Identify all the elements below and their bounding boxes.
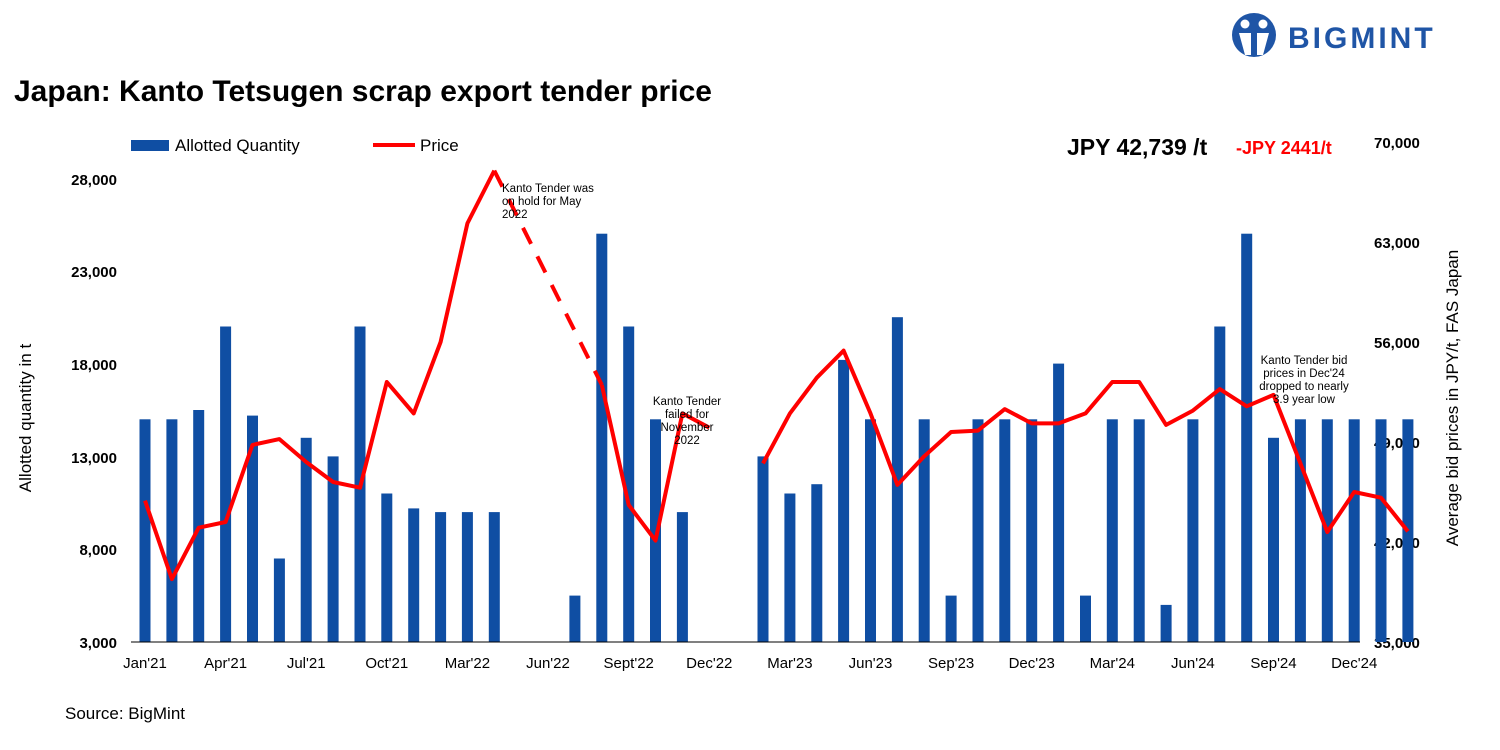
annotations: Kanto Tender was on hold for May 2022 Kanto… [502,183,1349,447]
bar-May'21 [247,415,258,642]
bar-Jun'23 [918,419,930,642]
bar-Aug'21 [327,456,339,642]
left-tick-8000: 8,000 [79,542,117,559]
bar-Nov'24 [1375,419,1387,642]
bar-Jun'22 [596,233,608,642]
legend-swatch-quantity [131,140,169,151]
bar-Dec'21 [435,512,447,642]
bar-Jan'21 [139,419,151,642]
left-tick-13000: 13,000 [71,450,117,467]
x-tick-label: Dec'22 [686,655,732,672]
x-tick-label: Apr'21 [204,655,247,672]
right-tick-70000: 70,000 [1374,135,1420,152]
bar-Jun'24 [1241,233,1253,642]
bar-Jun'21 [273,558,285,642]
x-tick-label: Sept'22 [603,655,653,672]
left-tick-23000: 23,000 [71,264,117,281]
x-tick-label: Oct'21 [365,655,408,672]
bar-Jan'24 [1106,419,1118,642]
x-tick-label: Dec'24 [1331,655,1377,672]
bar-Jan'22 [461,512,473,642]
bar-Feb'23 [811,484,823,642]
chart-title: Japan: Kanto Tetsugen scrap export tende… [14,75,712,108]
bar-Oct'24 [1348,419,1360,642]
bar-Apr'21 [220,326,232,642]
legend: Allotted Quantity Price [131,136,459,155]
x-tick-label: Sep'24 [1250,655,1296,672]
x-tick-label: Dec'23 [1009,655,1055,672]
logo-text: BIGMINT [1288,22,1436,55]
x-axis: Jan'21 Apr'21 Jul'21 Oct'21 Mar'22 Jun'22 Sept… [123,655,1377,672]
bar-Feb'22 [488,512,500,642]
bar-Apr'23 [865,419,876,642]
bar-Feb'21 [166,419,178,642]
bigmint-logo-icon [1232,13,1276,57]
x-tick-label: Mar'23 [767,655,812,672]
x-tick-label: Jun'24 [1171,655,1215,672]
bar-Sep'23 [999,419,1011,642]
price-line-segment [143,169,497,582]
bar-Nov'21 [408,508,420,642]
bar-Mar'23 [838,359,850,642]
x-tick-label: Mar'24 [1090,655,1135,672]
annotation-2: Kanto Tender failed for November 2022 [653,396,721,447]
annotation-1: Kanto Tender was on hold for May 2022 [502,183,594,221]
left-axis-title: Allotted quantity in t [16,344,35,493]
bar-Mar'24 [1160,604,1172,642]
bar-Dec'23 [1080,595,1091,642]
bar-Jul'22 [623,326,635,642]
price-line-dashed [492,169,604,386]
bar-Aug'22 [650,419,661,642]
price-change: -JPY 2441/t [1236,138,1332,158]
legend-label-price: Price [420,136,459,155]
bar-Sept'22 [676,512,688,642]
bar-May'24 [1214,326,1226,642]
x-tick-label: Mar'22 [445,655,490,672]
bar-Feb'24 [1133,419,1145,642]
left-axis: 3,000 8,000 13,000 18,000 23,000 28,000 [71,172,117,652]
bar-Apr'24 [1187,419,1199,642]
right-tick-56000: 56,000 [1374,335,1420,352]
bar-Dec'22 [757,456,769,642]
x-tick-label: Jan'21 [123,655,167,672]
x-tick-label: Jun'22 [526,655,570,672]
left-tick-28000: 28,000 [71,172,117,189]
source-note: Source: BigMint [65,704,185,723]
bar-Nov'23 [1053,363,1065,642]
logo: BIGMINT [1232,13,1436,57]
x-tick-label: Sep'23 [928,655,974,672]
right-tick-63000: 63,000 [1374,235,1420,252]
price-series [143,169,1410,582]
bar-Jul'24 [1268,437,1279,642]
bar-Oct'21 [381,493,393,642]
price-line-segment [761,348,1410,534]
bar-Jul'21 [300,437,312,642]
legend-label-quantity: Allotted Quantity [175,136,300,155]
annotation-3: Kanto Tender bid prices in Dec'24 dropped … [1259,355,1349,406]
bar-Aug'23 [972,419,984,642]
x-tick-label: Jul'21 [287,655,326,672]
bar-Aug'24 [1294,419,1306,642]
bar-Oct'23 [1026,419,1038,642]
x-tick-label: Jun'23 [849,655,893,672]
bar-May'22 [569,595,581,642]
bar-Jul'23 [945,595,957,642]
right-axis-title: Average bid prices in JPY/t, FAS Japan [1443,250,1462,546]
left-tick-18000: 18,000 [71,357,117,374]
current-price: JPY 42,739 /t [1067,134,1208,160]
bar-Jan'23 [784,493,796,642]
left-tick-3000: 3,000 [79,635,117,652]
price-line-segment [599,384,711,543]
